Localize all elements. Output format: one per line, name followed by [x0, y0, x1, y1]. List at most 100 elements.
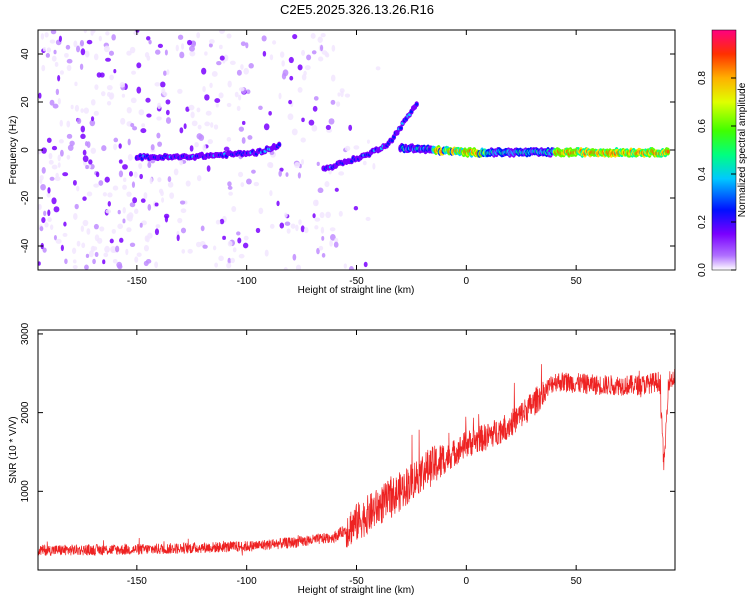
heatmap-noise-cell: [301, 49, 306, 56]
heatmap-noise-cell: [54, 61, 59, 67]
heatmap-noise-cell: [315, 199, 319, 206]
snr-panel: -150 -100 -50 0 50 1000 2000 3000 Height of st…: [8, 322, 676, 596]
heatmap-noise-cell: [150, 144, 155, 151]
heatmap-noise-cell: [104, 176, 110, 183]
heatmap-noise-cell: [154, 82, 161, 87]
heatmap-x-tick-label: -100: [237, 276, 257, 287]
heatmap-noise-cell: [122, 206, 126, 214]
heatmap-noise-cell: [173, 168, 179, 176]
heatmap-noise-cell: [246, 178, 252, 185]
heatmap-noise-cell: [166, 69, 170, 76]
heatmap-noise-cell: [40, 33, 45, 40]
heatmap-noise-cell: [248, 63, 254, 69]
heatmap-noise-cell: [206, 165, 211, 172]
heatmap-noise-cell: [316, 161, 320, 166]
heatmap-noise-cell: [269, 190, 273, 197]
heatmap-noise-cell: [232, 247, 237, 253]
heatmap-noise-cell: [236, 105, 241, 112]
heatmap-noise-cell: [288, 56, 294, 64]
heatmap-noise-cell: [329, 239, 333, 247]
heatmap-noise-cell: [138, 162, 143, 170]
heatmap-noise-cell: [226, 137, 232, 142]
heatmap-noise-cell: [325, 124, 332, 131]
heatmap-noise-cell: [372, 163, 376, 170]
heatmap-noise-cell: [102, 259, 106, 265]
heatmap-noise-cell: [279, 51, 285, 58]
heatmap-noise-cell: [111, 34, 116, 41]
heatmap-noise-cell: [98, 180, 104, 186]
heatmap-x-ticks: -150 -100 -50 0 50: [127, 30, 582, 287]
heatmap-noise-cell: [80, 108, 84, 113]
heatmap-noise-cell: [311, 50, 317, 55]
heatmap-noise-cell: [238, 171, 244, 178]
heatmap-noise-cell: [318, 245, 324, 251]
heatmap-noise-cell: [231, 205, 237, 213]
heatmap-noise-cell: [51, 197, 57, 205]
heatmap-noise-cell: [51, 145, 58, 151]
heatmap-noise-cell: [188, 104, 195, 111]
heatmap-noise-cell: [43, 210, 47, 217]
heatmap-noise-cell: [138, 109, 145, 116]
heatmap-noise-cell: [115, 245, 120, 253]
heatmap-noise-cell: [143, 192, 148, 200]
heatmap-noise-cell: [59, 119, 63, 127]
heatmap-noise-cell: [66, 58, 73, 64]
heatmap-panel: -150 -100 -50 0 50 -40 -20 0 20 40 Height of str…: [8, 29, 676, 296]
heatmap-noise-cell: [251, 169, 256, 174]
heatmap-noise-cell: [243, 235, 249, 241]
heatmap-trace-cell: [415, 102, 419, 106]
heatmap-noise-cell: [126, 106, 132, 114]
heatmap-noise-cell: [38, 203, 42, 211]
heatmap-noise-cell: [215, 219, 221, 225]
heatmap-noise-cell: [238, 126, 245, 132]
heatmap-marks: [38, 30, 671, 270]
heatmap-noise-cell: [212, 245, 217, 251]
heatmap-noise-cell: [38, 92, 42, 99]
heatmap-noise-cell: [264, 249, 269, 257]
heatmap-noise-cell: [242, 242, 249, 249]
heatmap-noise-cell: [106, 85, 113, 91]
heatmap-noise-cell: [177, 217, 183, 224]
heatmap-noise-cell: [190, 111, 195, 119]
heatmap-noise-cell: [88, 159, 93, 165]
heatmap-noise-cell: [211, 71, 218, 77]
heatmap-noise-cell: [308, 119, 315, 126]
heatmap-noise-cell: [127, 138, 131, 146]
heatmap-noise-cell: [93, 110, 99, 116]
heatmap-noise-cell: [268, 110, 272, 116]
heatmap-noise-cell: [46, 192, 51, 198]
heatmap-noise-cell: [62, 172, 69, 177]
heatmap-noise-cell: [107, 192, 113, 198]
heatmap-noise-cell: [57, 154, 61, 162]
heatmap-noise-cell: [139, 222, 143, 228]
heatmap-noise-cell: [363, 261, 368, 268]
heatmap-noise-cell: [187, 248, 193, 254]
heatmap-noise-cell: [329, 227, 336, 232]
heatmap-noise-cell: [197, 124, 202, 130]
heatmap-noise-cell: [297, 87, 303, 93]
heatmap-noise-cell: [343, 263, 347, 269]
heatmap-noise-cell: [314, 217, 321, 222]
heatmap-noise-cell: [89, 119, 96, 127]
heatmap-noise-cell: [89, 250, 94, 258]
heatmap-noise-cell: [109, 74, 114, 81]
heatmap-noise-cell: [122, 164, 128, 170]
heatmap-noise-cell: [103, 252, 109, 258]
heatmap-x-tick-label: -50: [349, 276, 364, 287]
heatmap-noise-cell: [157, 102, 162, 110]
heatmap-noise-cell: [41, 166, 46, 174]
heatmap-noise-cell: [47, 209, 51, 217]
heatmap-noise-cell: [83, 30, 87, 34]
heatmap-noise-cell: [163, 91, 168, 97]
heatmap-trace-cell: [277, 143, 281, 147]
heatmap-noise-cell: [71, 247, 77, 254]
heatmap-noise-cell: [128, 171, 133, 177]
heatmap-noise-cell: [47, 187, 51, 194]
heatmap-noise-cell: [98, 35, 102, 42]
heatmap-noise-cell: [298, 219, 302, 226]
heatmap-noise-cell: [57, 97, 61, 105]
heatmap-noise-cell: [117, 209, 121, 215]
heatmap-noise-cell: [57, 74, 61, 82]
heatmap-noise-cell: [67, 144, 74, 151]
heatmap-x-tick-label: -150: [127, 276, 147, 287]
